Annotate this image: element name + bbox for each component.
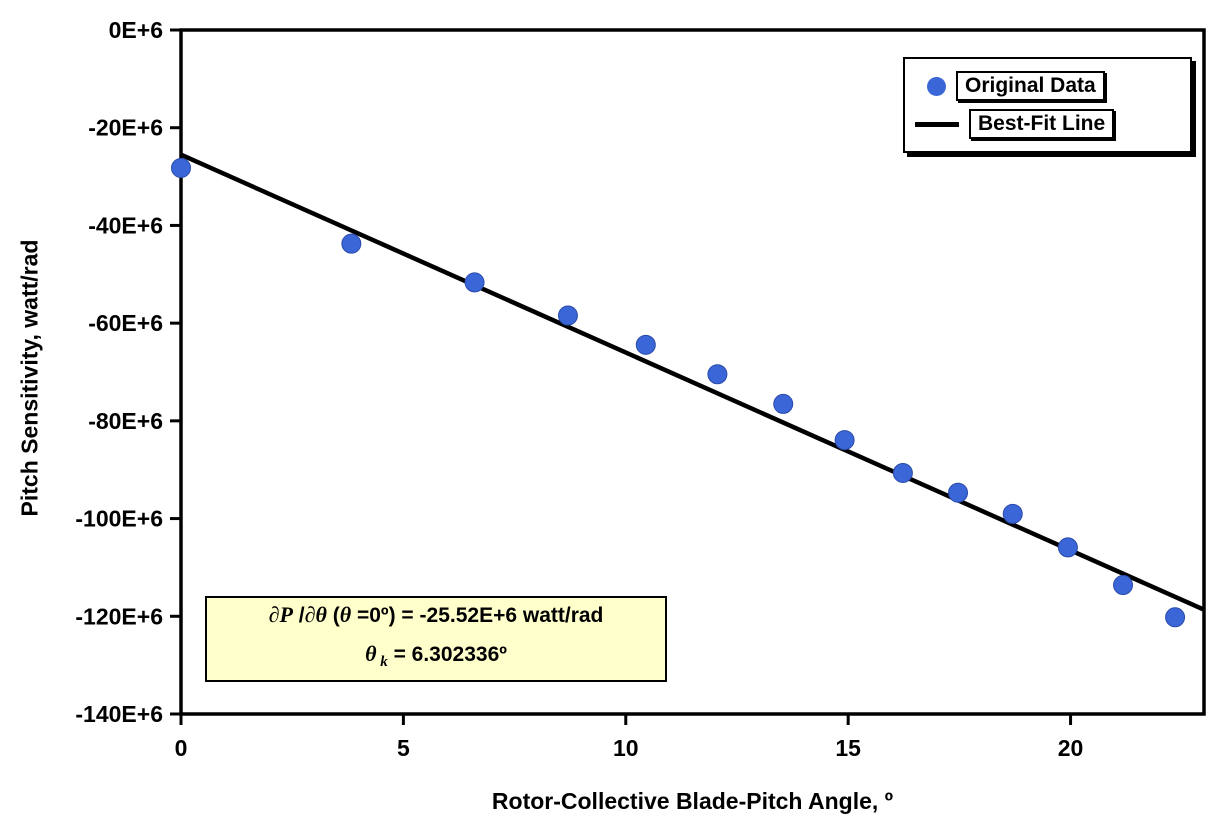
svg-text:0: 0: [175, 735, 188, 761]
data-point-marker-icon: [927, 76, 946, 96]
annotation-box: ∂P /∂θ (θ =0º) = -25.52E+6 watt/rad θ k …: [205, 596, 667, 682]
svg-text:10: 10: [613, 735, 639, 761]
annotation-line-pitch-sensitivity: ∂P /∂θ (θ =0º) = -25.52E+6 watt/rad: [268, 602, 604, 628]
svg-text:0E+6: 0E+6: [109, 17, 163, 43]
svg-text:-100E+6: -100E+6: [75, 506, 163, 532]
fit-line-marker-icon: [915, 121, 959, 127]
svg-text:-20E+6: -20E+6: [88, 115, 163, 141]
plot-frame: [179, 28, 1206, 716]
svg-text:-40E+6: -40E+6: [88, 212, 163, 238]
svg-text:15: 15: [835, 735, 861, 761]
svg-text:-80E+6: -80E+6: [88, 408, 163, 434]
legend-item-best-fit-line: Best-Fit Line: [915, 105, 1180, 143]
best-fit-line: [180, 152, 1205, 612]
legend-label-best-fit-line: Best-Fit Line: [969, 109, 1115, 139]
svg-text:5: 5: [397, 735, 410, 761]
legend-item-original-data: Original Data: [915, 67, 1180, 105]
svg-text:-120E+6: -120E+6: [75, 603, 163, 629]
legend-label-original-data: Original Data: [956, 71, 1105, 101]
annotation-line-theta-k: θ k = 6.302336º: [365, 641, 507, 671]
legend: Original Data Best-Fit Line: [903, 57, 1192, 153]
data-points: [171, 157, 1186, 628]
svg-text:20: 20: [1058, 735, 1084, 761]
svg-text:-140E+6: -140E+6: [75, 701, 163, 727]
axis-ticks: 0 5 10 15 20 0E+6 -20E+6 -40E+6 -60E+6 -80E+6 -100…: [75, 17, 1083, 761]
x-axis-title: Rotor-Collective Blade-Pitch Angle, º: [491, 788, 894, 814]
y-axis-title: Pitch Sensitivity, watt/rad: [16, 239, 43, 517]
svg-text:-60E+6: -60E+6: [88, 310, 163, 336]
